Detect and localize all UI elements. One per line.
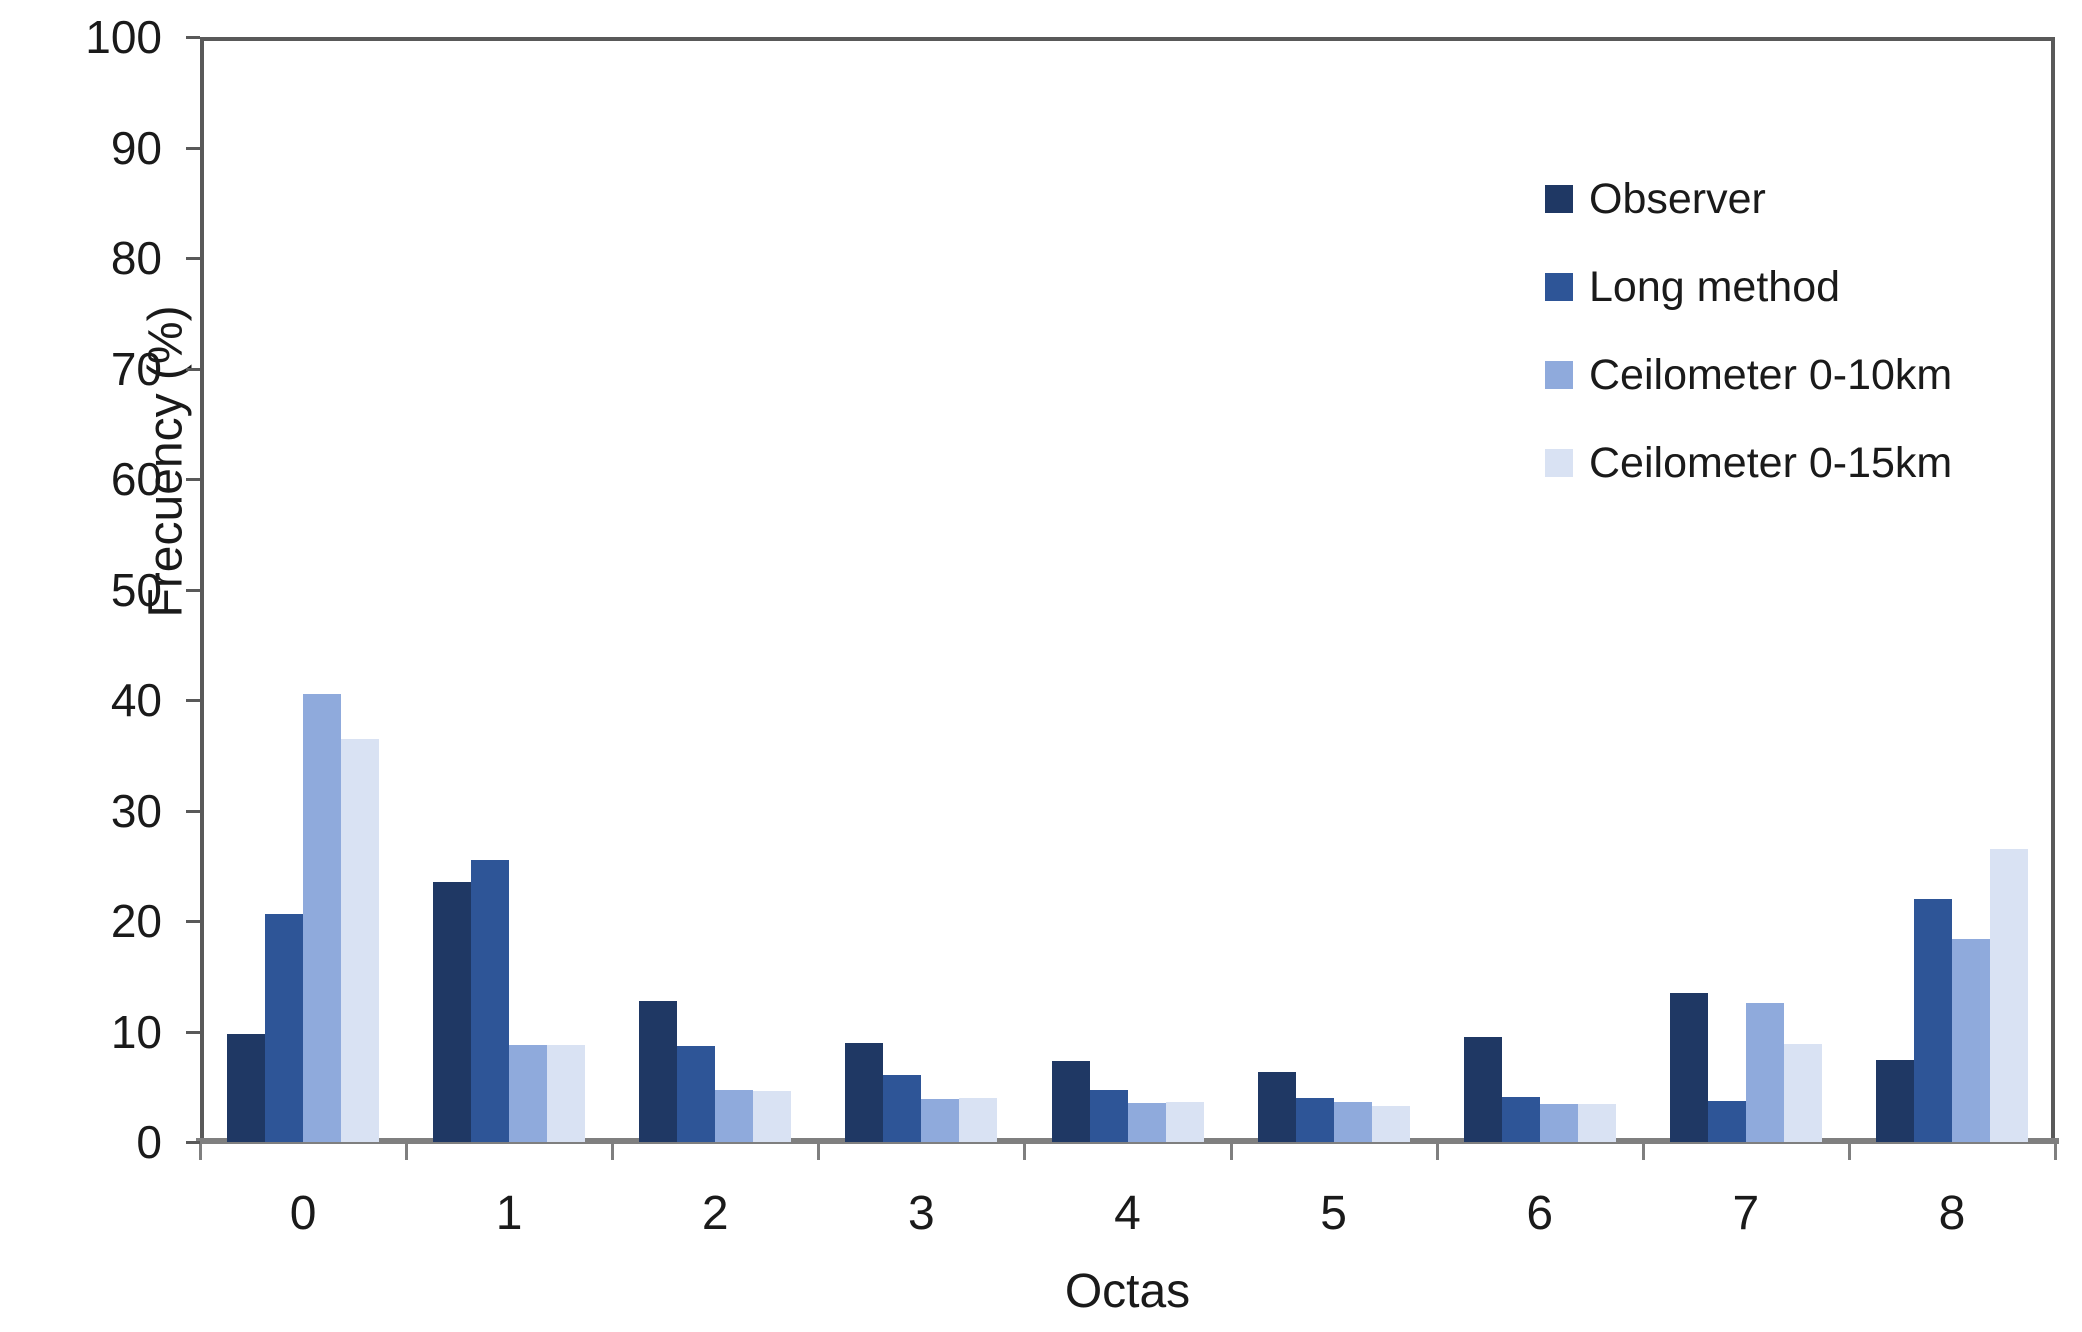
legend-swatch-icon	[1545, 361, 1573, 389]
bar-ceilometer-0-15km-octa-5	[1371, 1105, 1410, 1142]
y-tick-label: 30	[110, 784, 162, 837]
x-tick-mark	[817, 1144, 821, 1160]
y-tick-mark	[186, 478, 200, 481]
y-tick-mark	[186, 367, 200, 371]
x-tick-label: 7	[1732, 1187, 1760, 1240]
legend-label: Long method	[1589, 262, 1841, 311]
bar-long-method-octa-0	[265, 914, 304, 1142]
bar-observer-octa-6	[1463, 1037, 1502, 1142]
x-tick-mark	[1847, 1144, 1851, 1160]
y-tick-label: 10	[110, 1005, 162, 1058]
bar-ceilometer-0-15km-octa-3	[959, 1097, 998, 1142]
bar-ceilometer-0-10km-octa-1	[509, 1044, 548, 1142]
x-tick-label: 5	[1320, 1187, 1347, 1240]
legend-swatch-icon	[1545, 449, 1573, 477]
x-tick-mark	[1435, 1144, 1439, 1160]
x-tick-mark	[2054, 1144, 2057, 1160]
x-tick-mark	[1641, 1144, 1645, 1160]
y-tick-label: 80	[110, 232, 162, 284]
bar-long-method-octa-5	[1295, 1097, 1334, 1142]
y-tick-mark	[186, 809, 200, 813]
y-tick-mark	[186, 920, 200, 923]
bar-long-method-octa-7	[1707, 1101, 1746, 1142]
x-tick-label: 8	[1938, 1187, 1966, 1240]
y-tick-mark	[186, 36, 200, 39]
bar-ceilometer-0-15km-octa-1	[547, 1044, 586, 1142]
x-tick-label: 2	[701, 1187, 729, 1240]
bar-ceilometer-0-10km-octa-4	[1127, 1103, 1166, 1142]
x-tick-label: 3	[908, 1187, 935, 1240]
bar-observer-octa-8	[1875, 1060, 1914, 1142]
bar-ceilometer-0-10km-octa-3	[921, 1098, 960, 1142]
plot-area	[200, 37, 2055, 1142]
bar-long-method-octa-3	[883, 1074, 922, 1142]
legend-item-long-method: Long method	[1545, 243, 1952, 331]
bar-ceilometer-0-15km-octa-8	[1989, 849, 2028, 1142]
y-tick-label: 100	[85, 11, 162, 63]
y-tick-mark	[186, 699, 200, 702]
y-tick-mark	[186, 588, 200, 592]
x-tick-mark	[199, 1144, 202, 1160]
bar-long-method-octa-2	[677, 1045, 716, 1142]
bar-observer-octa-5	[1257, 1072, 1296, 1142]
y-tick-label: 90	[110, 121, 162, 174]
bar-ceilometer-0-15km-octa-4	[1165, 1102, 1204, 1142]
y-tick-mark	[186, 257, 200, 260]
legend: Observer Long method Ceilometer 0-10km Ceil…	[1545, 155, 1952, 507]
bar-long-method-octa-8	[1913, 898, 1952, 1142]
bar-ceilometer-0-15km-octa-2	[753, 1091, 792, 1142]
bar-long-method-octa-6	[1501, 1096, 1540, 1142]
legend-label: Observer	[1589, 174, 1766, 223]
y-tick-label: 0	[136, 1116, 162, 1168]
bar-ceilometer-0-10km-octa-5	[1333, 1102, 1372, 1142]
legend-label: Ceilometer 0-15km	[1589, 438, 1953, 487]
bar-observer-octa-3	[845, 1042, 884, 1142]
bar-observer-octa-2	[639, 1000, 678, 1142]
bar-ceilometer-0-10km-octa-2	[715, 1090, 754, 1142]
bar-observer-octa-0	[227, 1033, 266, 1142]
bar-ceilometer-0-10km-octa-7	[1745, 1002, 1784, 1142]
bar-ceilometer-0-15km-octa-7	[1783, 1043, 1822, 1142]
x-tick-label: 4	[1114, 1187, 1141, 1240]
bar-ceilometer-0-10km-octa-6	[1539, 1104, 1578, 1142]
y-tick-label: 20	[110, 895, 162, 947]
x-tick-mark	[1023, 1144, 1027, 1160]
x-tick-label: 1	[495, 1187, 523, 1240]
legend-swatch-icon	[1545, 273, 1573, 301]
legend-item-observer: Observer	[1545, 155, 1952, 243]
legend-swatch-icon	[1545, 185, 1573, 213]
x-axis-title: Octas	[1064, 1265, 1191, 1318]
bar-ceilometer-0-15km-octa-0	[341, 738, 380, 1142]
bar-long-method-octa-4	[1089, 1090, 1128, 1142]
legend-item-ceilometer-0-10km: Ceilometer 0-10km	[1545, 331, 1952, 419]
x-tick-label: 6	[1526, 1187, 1554, 1240]
y-tick-label: 70	[110, 342, 162, 395]
legend-label: Ceilometer 0-10km	[1589, 350, 1953, 399]
bar-ceilometer-0-10km-octa-0	[303, 694, 342, 1142]
y-tick-mark	[186, 1141, 200, 1144]
bar-ceilometer-0-15km-octa-6	[1577, 1104, 1616, 1142]
y-tick-label: 60	[110, 453, 162, 505]
bar-observer-octa-7	[1669, 992, 1708, 1142]
x-tick-label: 0	[289, 1187, 317, 1240]
legend-item-ceilometer-0-15km: Ceilometer 0-15km	[1545, 419, 1952, 507]
y-tick-label: 40	[110, 674, 162, 726]
bar-observer-octa-4	[1051, 1061, 1090, 1142]
x-tick-mark	[1229, 1144, 1233, 1160]
x-tick-mark	[611, 1144, 615, 1160]
bar-observer-octa-1	[433, 882, 472, 1142]
y-tick-mark	[186, 1030, 200, 1034]
y-tick-mark	[186, 146, 200, 150]
bar-ceilometer-0-10km-octa-8	[1951, 938, 1990, 1142]
x-tick-mark	[405, 1144, 409, 1160]
bar-long-method-octa-1	[471, 860, 510, 1142]
y-tick-label: 50	[110, 563, 162, 616]
